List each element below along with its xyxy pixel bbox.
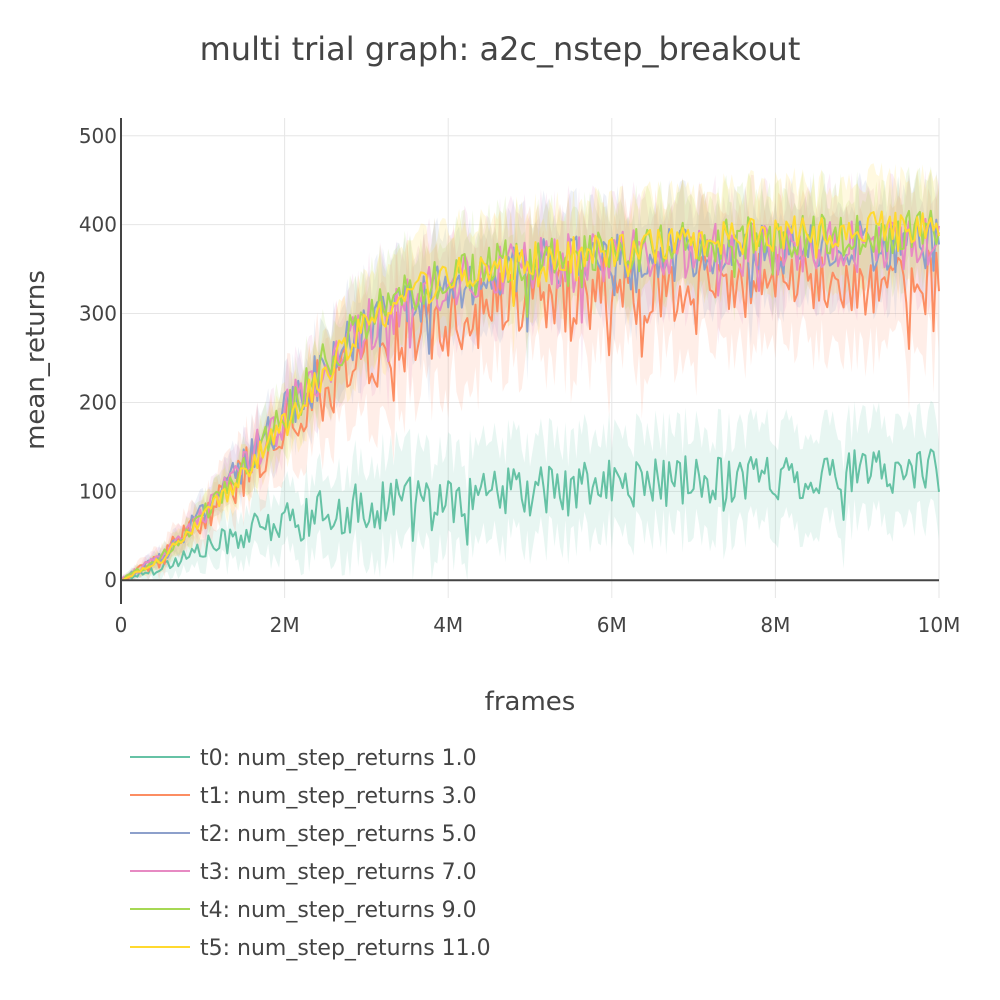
x-tick-label: 6M: [597, 613, 627, 637]
series-band-t0: [121, 400, 939, 581]
y-tick-label: 500: [79, 124, 117, 148]
y-tick-label: 0: [104, 568, 117, 592]
x-tick-label: 0: [115, 613, 128, 637]
legend-label: t5: num_step_returns 11.0: [200, 936, 491, 961]
series-lines: [120, 209, 940, 582]
x-tick-label: 2M: [270, 613, 300, 637]
legend-item[interactable]: t5: num_step_returns 11.0: [130, 936, 491, 961]
legend-label: t1: num_step_returns 3.0: [200, 784, 477, 809]
legend-label: t2: num_step_returns 5.0: [200, 822, 477, 847]
x-axis-title: frames: [485, 687, 576, 717]
legend-item[interactable]: t3: num_step_returns 7.0: [130, 860, 477, 885]
series-line-t5: [120, 210, 940, 582]
axes: 0 2M 4M 6M 8M 10M 0 100 200 300 400 500: [79, 118, 961, 637]
legend-label: t4: num_step_returns 9.0: [200, 898, 477, 923]
legend-item[interactable]: t1: num_step_returns 3.0: [130, 784, 477, 809]
legend-label: t3: num_step_returns 7.0: [200, 860, 477, 885]
legend-label: t0: num_step_returns 1.0: [200, 746, 477, 771]
series-band-t1: [121, 188, 939, 581]
y-tick-label: 300: [79, 302, 117, 326]
y-tick-label: 200: [79, 390, 117, 414]
legend-item[interactable]: t0: num_step_returns 1.0: [130, 746, 477, 771]
x-tick-label: 4M: [433, 613, 463, 637]
y-tick-label: 400: [79, 213, 117, 237]
series-line-t0: [120, 448, 940, 582]
legend: t0: num_step_returns 1.0 t1: num_step_ret…: [130, 746, 491, 961]
y-tick-label: 100: [79, 479, 117, 503]
legend-item[interactable]: t4: num_step_returns 9.0: [130, 898, 477, 923]
x-tick-label: 8M: [760, 613, 790, 637]
legend-item[interactable]: t2: num_step_returns 5.0: [130, 822, 477, 847]
x-tick-label: 10M: [918, 613, 961, 637]
confidence-bands: [121, 162, 939, 581]
chart-title: multi trial graph: a2c_nstep_breakout: [200, 30, 801, 68]
y-axis-title: mean_returns: [21, 270, 51, 450]
